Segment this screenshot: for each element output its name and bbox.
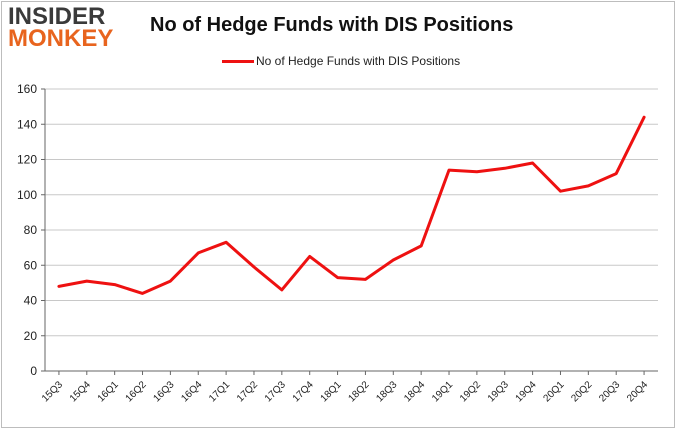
data-point: [392, 258, 395, 262]
y-tick-label: 0: [30, 364, 37, 378]
x-tick-label: 18Q2: [346, 379, 371, 404]
data-point: [503, 167, 506, 170]
x-tick-label: 20Q2: [569, 379, 594, 404]
x-tick-label: 20Q1: [542, 379, 567, 404]
legend-swatch: [222, 59, 254, 63]
y-tick-label: 40: [24, 294, 38, 308]
data-point: [559, 190, 562, 193]
data-point: [224, 241, 228, 244]
x-tick-label: 18Q3: [374, 379, 399, 404]
x-tick-label: 15Q3: [40, 379, 65, 404]
data-point: [364, 278, 367, 281]
data-point: [447, 168, 451, 172]
x-tick-label: 20Q3: [597, 379, 622, 404]
x-tick-label: 17Q1: [207, 379, 232, 404]
data-point: [197, 251, 200, 255]
y-tick-label: 120: [17, 153, 37, 167]
data-point: [336, 276, 339, 279]
x-tick-label: 19Q4: [514, 379, 539, 404]
chart-title: No of Hedge Funds with DIS Positions: [150, 14, 514, 36]
x-tick-label: 19Q1: [430, 379, 455, 404]
y-tick-label: 20: [24, 329, 38, 343]
data-point: [141, 292, 144, 295]
x-tick-label: 19Q3: [486, 379, 511, 404]
x-tick-label: 17Q3: [263, 379, 288, 404]
data-point: [475, 170, 479, 174]
data-point: [169, 279, 172, 283]
data-point: [308, 255, 311, 258]
logo-line-1: INSIDER: [8, 3, 106, 30]
data-point: [642, 116, 646, 119]
x-tick-label: 17Q4: [291, 379, 316, 404]
x-tick-label: 16Q2: [124, 379, 149, 404]
x-tick-label: 16Q3: [151, 379, 176, 404]
data-point: [587, 184, 590, 188]
x-tick-label: 15Q4: [68, 379, 93, 404]
y-tick-label: 100: [17, 188, 37, 202]
data-point: [85, 279, 88, 283]
x-tick-label: 16Q4: [179, 379, 204, 404]
y-tick-label: 140: [17, 117, 37, 131]
data-point: [280, 288, 284, 292]
data-point: [419, 244, 423, 248]
legend-label: No of Hedge Funds with DIS Positions: [256, 54, 461, 68]
insider-monkey-logo: INSIDER MONKEY: [8, 3, 114, 52]
x-tick-label: 17Q2: [235, 379, 260, 404]
y-tick-label: 80: [24, 223, 38, 237]
x-tick-label: 19Q2: [458, 379, 483, 404]
y-tick-label: 160: [17, 82, 37, 96]
data-point: [615, 172, 618, 175]
x-tick-label: 16Q1: [96, 379, 121, 404]
x-tick-label: 18Q1: [319, 379, 344, 404]
x-tick-label: 20Q4: [625, 379, 650, 404]
data-point: [252, 265, 256, 269]
x-tick-label: 18Q4: [402, 379, 427, 404]
data-point: [113, 283, 116, 286]
y-tick-label: 60: [24, 258, 38, 272]
logo-line-2: MONKEY: [8, 25, 114, 52]
data-point: [57, 285, 61, 288]
data-point: [531, 161, 534, 165]
series-line: [57, 115, 646, 295]
chart-legend: No of Hedge Funds with DIS Positions: [222, 54, 460, 68]
